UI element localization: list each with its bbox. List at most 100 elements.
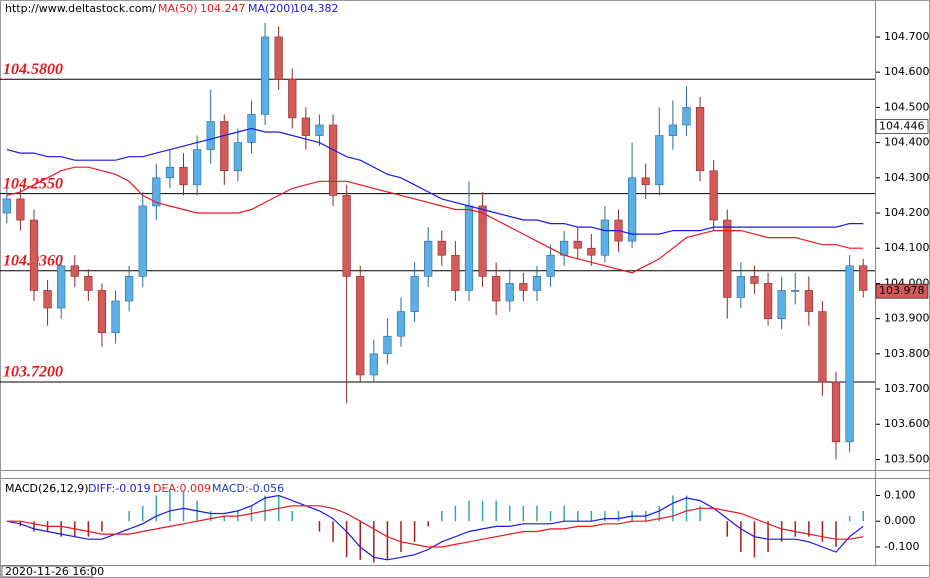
candle-body (383, 335, 392, 355)
candle-body (84, 276, 93, 291)
candle-body (831, 381, 841, 443)
candle-body (750, 276, 759, 284)
candle-body (410, 276, 419, 312)
y-tick-label: 104.700 (884, 30, 930, 43)
candle-body (274, 36, 283, 80)
candle-body (519, 283, 528, 291)
candle-body (695, 107, 705, 172)
macd-line (6, 505, 864, 548)
level-label: 104.5800 (3, 61, 63, 78)
ma-legend: MA(200) (248, 2, 295, 15)
candle-body (763, 283, 773, 319)
candle-body (641, 177, 650, 186)
candle-body (709, 170, 718, 221)
candle-body (70, 265, 79, 277)
source-url: http://www.deltastock.com/ (5, 2, 156, 15)
time-label: 2020-11-26 16:00 (5, 565, 104, 578)
candle-body (328, 124, 338, 196)
moving-average (6, 127, 864, 235)
ma-legend-value: 104.382 (293, 2, 339, 15)
candle-body (356, 276, 365, 376)
macd-title: MACD(26,12,9) (5, 482, 89, 495)
candle-body (464, 205, 474, 291)
ma-legend-value: 104.247 (200, 2, 246, 15)
candle-body (301, 117, 310, 136)
level-label: 103.7200 (3, 364, 63, 381)
candle-body (804, 290, 813, 312)
candle-body (736, 276, 745, 298)
candle-body (505, 283, 514, 302)
candle-body (532, 276, 542, 291)
candle-body (600, 219, 610, 256)
candle-body (818, 311, 827, 383)
candle-body (668, 124, 677, 136)
y-tick-label: 103.600 (884, 417, 930, 430)
candle-body (682, 107, 691, 126)
candle-body (723, 219, 732, 298)
ma-legend: MA(50) (158, 2, 198, 15)
candle-body (233, 142, 242, 172)
y-tick-label: 103.700 (884, 382, 930, 395)
level-label: 104.2550 (3, 175, 63, 192)
y-tick-label: -0.100 (884, 540, 919, 553)
candle-body (396, 311, 406, 337)
candle-body (437, 240, 446, 256)
y-tick-label: 104.200 (884, 206, 930, 219)
candle-body (43, 290, 52, 309)
candle-body (628, 177, 637, 242)
candle-body (777, 290, 786, 319)
candle-body (424, 240, 433, 277)
candle-body (546, 254, 555, 277)
candle-body (342, 195, 351, 277)
candle-body (220, 121, 229, 172)
candle-body (16, 198, 25, 221)
price-tag (875, 283, 929, 299)
candle-body (478, 205, 487, 277)
candle-body (655, 135, 664, 186)
candle-body (179, 166, 188, 186)
y-tick-label: 104.500 (884, 100, 930, 113)
moving-average (6, 166, 864, 274)
y-tick-label: 104.400 (884, 136, 930, 149)
candle-body (2, 198, 11, 214)
candle-body (260, 36, 270, 115)
candle-body (315, 124, 324, 136)
price-tag-label: 104.446 (879, 119, 925, 132)
macd-legend: DIFF:-0.019 (88, 482, 151, 495)
candle-body (152, 177, 161, 207)
candle-body (451, 254, 460, 291)
candle-body (492, 276, 501, 302)
candle-body (125, 276, 134, 302)
y-tick-label: 104.100 (884, 241, 930, 254)
candle-body (288, 78, 297, 119)
candle-body (587, 247, 596, 256)
y-tick-label: 0.100 (884, 488, 916, 501)
candle-body (573, 240, 582, 249)
candle-body (206, 121, 215, 150)
y-tick-label: 0.000 (884, 514, 916, 527)
y-tick-label: 103.800 (884, 347, 930, 360)
candle-body (165, 166, 175, 179)
price-tag-label: 103.978 (879, 284, 925, 297)
macd-legend: MACD:-0.056 (212, 482, 284, 495)
y-tick-label: 103.500 (884, 452, 930, 465)
candle-body (560, 240, 569, 256)
candle-body (369, 353, 378, 376)
candle-body (97, 290, 107, 333)
candle-body (57, 265, 66, 309)
candle-body (29, 219, 39, 291)
candle-body (111, 300, 120, 333)
candle-body (845, 265, 854, 443)
y-tick-label: 104.300 (884, 171, 930, 184)
macd-legend: DEA:0.009 (153, 482, 211, 495)
candle-body (138, 205, 147, 277)
time-label-box (1, 565, 93, 578)
price-tag (875, 119, 929, 134)
candle-body (859, 265, 868, 291)
y-tick-label: 103.900 (884, 312, 930, 325)
y-tick-label: 104.600 (884, 65, 930, 78)
candle-body (791, 290, 800, 292)
candle-body (193, 149, 202, 186)
macd-line (6, 494, 864, 561)
